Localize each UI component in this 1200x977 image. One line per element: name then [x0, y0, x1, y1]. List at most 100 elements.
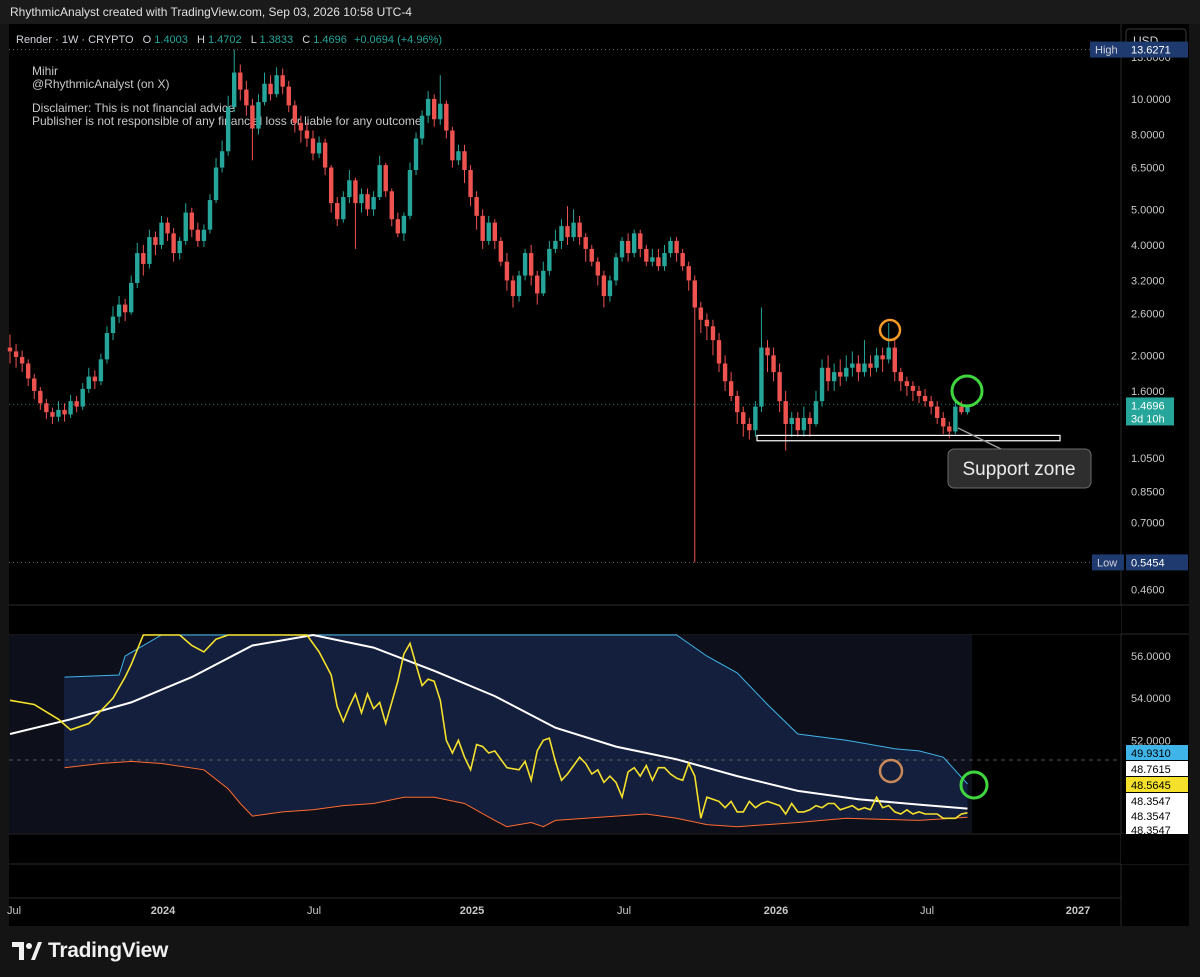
candle	[662, 244, 667, 271]
indicator-value-tag	[1126, 777, 1188, 792]
candle	[613, 253, 619, 286]
candle	[498, 237, 504, 267]
candle-body	[80, 388, 85, 407]
candle-body	[462, 151, 467, 170]
candle-body	[32, 378, 37, 391]
candle-body	[516, 275, 522, 297]
indicator-panel[interactable]	[9, 606, 1121, 833]
candle	[759, 307, 764, 413]
candle	[601, 270, 607, 308]
candle	[286, 80, 291, 113]
candle	[625, 233, 631, 262]
candle-body	[504, 261, 510, 281]
candle-body	[613, 257, 619, 281]
candle	[159, 215, 164, 249]
candle	[474, 191, 479, 230]
candle-body	[759, 347, 764, 407]
indicator-value-label: 49.9310	[1131, 748, 1171, 760]
candle-body	[68, 401, 73, 415]
high-marker-value: 13.6271	[1131, 45, 1171, 57]
candle-body	[225, 107, 231, 152]
high-value: 1.4702	[208, 34, 242, 46]
candle	[528, 244, 534, 286]
price-tick-label: 0.7000	[1131, 518, 1165, 530]
indicator-value-tag	[1126, 793, 1188, 808]
candle	[583, 233, 588, 262]
candle-body	[704, 319, 710, 327]
candle	[656, 248, 661, 271]
candle-body	[359, 194, 364, 204]
candle-body	[862, 363, 867, 373]
last-price-value: 1.4696	[1131, 400, 1165, 412]
indicator-value-label: 48.5645	[1131, 780, 1171, 792]
indicator-value-label: 48.7615	[1131, 764, 1171, 776]
price-tick-label: 1.0500	[1131, 453, 1165, 465]
candle-body	[795, 417, 800, 431]
candle-body	[304, 130, 310, 139]
candle-body	[577, 222, 582, 238]
candle-body	[129, 282, 134, 313]
time-tick-label: Jul	[307, 905, 321, 917]
candle	[680, 248, 685, 271]
candle-body	[419, 115, 425, 139]
candle-body	[177, 240, 182, 254]
bar-countdown: 3d 10h	[1131, 413, 1165, 425]
candle	[268, 75, 273, 101]
candle	[789, 412, 794, 437]
candle	[80, 383, 85, 410]
candle	[686, 261, 691, 291]
candle	[571, 209, 576, 241]
symbol-legend[interactable]: Render · 1W · CRYPTO O 1.4003 H 1.4702 L…	[16, 34, 442, 46]
candle	[347, 169, 352, 204]
price-tick-label: 13.0000	[1131, 52, 1171, 64]
candle-body	[238, 72, 243, 90]
candle	[928, 395, 934, 415]
candle	[480, 209, 485, 249]
candle	[516, 270, 522, 302]
candle-body	[292, 105, 298, 123]
candle-body	[656, 257, 661, 267]
candle	[68, 394, 73, 418]
indicator-value-tag	[1126, 822, 1188, 837]
candle-body	[850, 363, 855, 368]
candle-body	[395, 219, 401, 234]
candle	[135, 242, 140, 289]
change-value: +0.0694 (+4.96%)	[354, 34, 442, 46]
candle	[456, 144, 461, 166]
candle-body	[874, 355, 879, 368]
candle	[541, 261, 546, 297]
candle-body	[232, 72, 237, 108]
candle	[710, 319, 716, 356]
candle	[504, 253, 510, 291]
candle	[819, 359, 825, 407]
note-handle: @RhythmicAnalyst (on X)	[32, 77, 170, 91]
candle	[638, 229, 643, 258]
open-label: O	[143, 34, 152, 46]
candle	[692, 275, 697, 563]
candle-body	[698, 307, 704, 320]
candle-body	[547, 248, 552, 271]
candle	[741, 406, 746, 437]
candle	[189, 207, 194, 238]
candle-body	[389, 191, 394, 220]
candle-body	[44, 403, 49, 413]
candle	[450, 126, 455, 168]
candle	[19, 350, 25, 373]
close-label: C	[302, 34, 310, 46]
candle-body	[353, 180, 358, 204]
candle	[904, 376, 910, 396]
support-zone-callout[interactable]	[947, 448, 1092, 489]
candle-body	[365, 194, 370, 210]
candle-body	[98, 359, 104, 382]
candle	[898, 367, 904, 391]
candle	[486, 215, 491, 245]
support-zone-box[interactable]	[756, 434, 1061, 442]
candle-body	[595, 261, 601, 276]
indicator-value-tag	[1126, 761, 1188, 776]
candle-body	[716, 340, 722, 364]
symbol-name: Render · 1W · CRYPTO	[16, 34, 134, 46]
candle-body	[316, 142, 322, 154]
indicator-top-circle	[878, 758, 904, 784]
price-panel[interactable]	[7, 49, 1121, 563]
